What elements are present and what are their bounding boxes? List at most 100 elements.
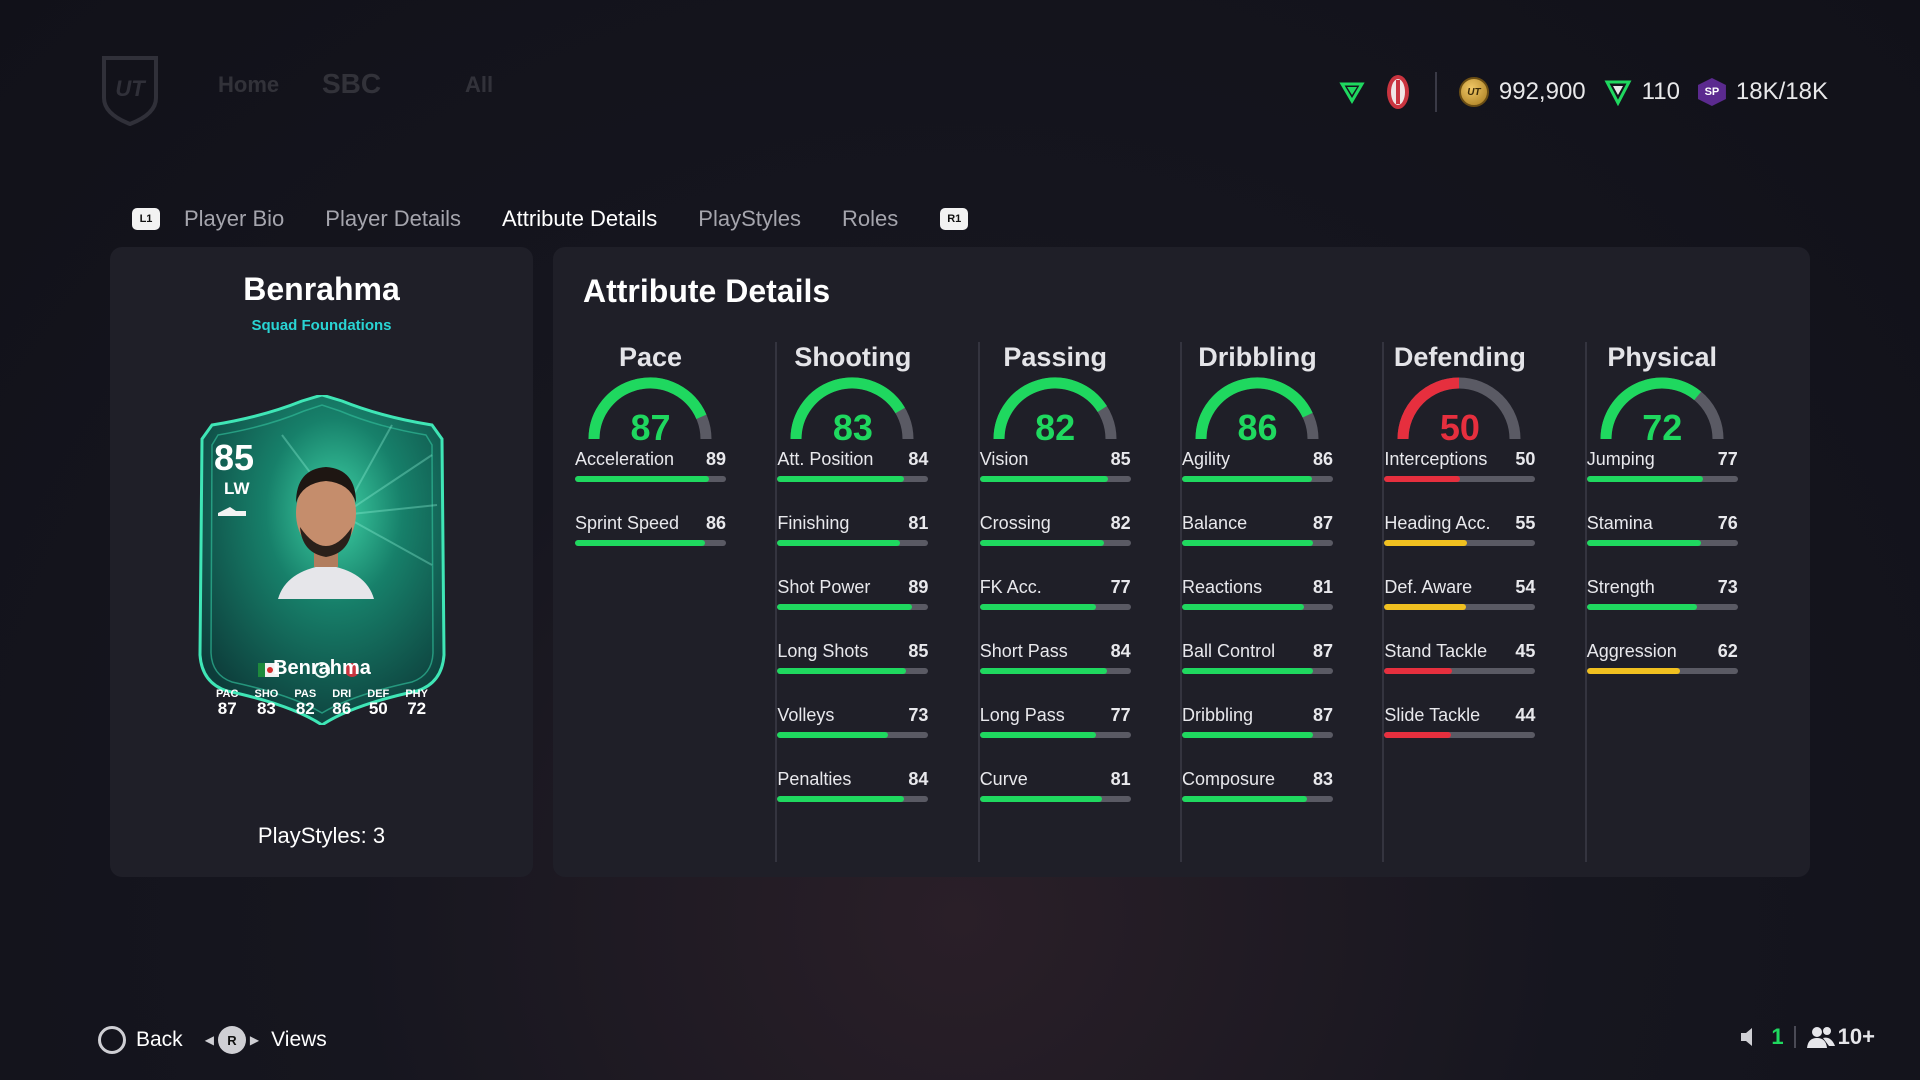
attribute-bar <box>777 732 929 738</box>
attribute-columns: Pace 87 Acceleration 89 Sprint Speed 86 S… <box>575 342 1789 862</box>
nav-home[interactable]: Home <box>218 72 280 97</box>
circle-button-icon <box>98 1026 126 1054</box>
boot-icon <box>218 507 246 516</box>
card-stat-sho: SHO 83 <box>254 688 278 718</box>
back-label[interactable]: Back <box>136 1028 183 1051</box>
nav-all[interactable]: All <box>465 72 494 97</box>
card-stat-value: 86 <box>332 699 352 718</box>
speaker-icon <box>1741 1028 1753 1046</box>
category-value: 50 <box>1439 407 1480 448</box>
attribute-bar <box>777 540 929 546</box>
attribute-bar <box>1384 668 1536 674</box>
attribute-bar-fill <box>1586 540 1702 546</box>
attribute-details-panel: Attribute Details Pace 87 Acceleration 89… <box>553 247 1810 877</box>
attribute-row: Aggression 62 <box>1586 641 1738 705</box>
category-title: Defending <box>1393 342 1526 372</box>
tab-player-details[interactable]: Player Details <box>325 206 461 231</box>
attribute-row: Dribbling 87 <box>1182 705 1334 769</box>
social-status: 1 10+ <box>1737 1024 1875 1050</box>
attribute-row: Jumping 77 <box>1586 449 1738 513</box>
tab-player-bio[interactable]: Player Bio <box>184 206 285 231</box>
attribute-column-inner: Physical 72 Jumping 77 Stamina 76 Strengt… <box>1586 342 1767 705</box>
attribute-value: 50 <box>1515 449 1536 469</box>
attribute-name: Volleys <box>777 705 835 725</box>
attribute-value: 82 <box>1110 513 1131 533</box>
attribute-bar <box>1182 796 1334 802</box>
sp-icon: SP <box>1697 78 1726 106</box>
attribute-value: 86 <box>705 513 726 533</box>
attribute-bar <box>979 732 1131 738</box>
category-gauge: 72 <box>1587 373 1738 449</box>
attribute-value: 87 <box>1313 641 1334 661</box>
player-portrait <box>278 467 374 599</box>
attribute-bar <box>979 476 1131 482</box>
attribute-bar-fill <box>1182 604 1305 610</box>
attribute-name: Crossing <box>979 513 1051 533</box>
gauge-fill <box>993 377 1107 440</box>
attribute-column-passing: Passing 82 Vision 85 Crossing 82 FK Acc. … <box>979 342 1183 862</box>
player-card[interactable]: 85 LW Benrahma PAC 87 SHO 83 PAS 82 DRI 86 D… <box>192 395 452 725</box>
attribute-bar <box>575 540 726 546</box>
attribute-name: Ball Control <box>1182 641 1276 661</box>
coins-value: 992,900 <box>1498 78 1586 105</box>
attribute-row: Long Shots 85 <box>777 641 929 705</box>
r1-button-icon[interactable]: R1 <box>940 208 969 230</box>
card-stat-label: SHO <box>254 688 279 700</box>
gauge-arc <box>790 377 914 440</box>
attribute-name: Long Pass <box>979 705 1065 725</box>
attribute-bar-fill <box>979 604 1096 610</box>
nav-sbc[interactable]: SBC <box>322 68 382 99</box>
attribute-row: Short Pass 84 <box>979 641 1131 705</box>
tab-attribute-details[interactable]: Attribute Details <box>502 206 658 231</box>
attribute-row: Def. Aware 54 <box>1384 577 1536 641</box>
attribute-value: 83 <box>1313 769 1334 789</box>
r-stick-icon: R <box>217 1026 246 1054</box>
attribute-bar-fill <box>1384 732 1451 738</box>
gauge-fill <box>1397 377 1460 440</box>
playstyles-count: PlayStyles: 3 <box>257 823 386 848</box>
attribute-value: 84 <box>1110 641 1131 661</box>
attribute-value: 77 <box>1717 449 1738 469</box>
attribute-bar <box>1384 604 1536 610</box>
attribute-bar-fill <box>1586 668 1681 674</box>
gauge-arc <box>1600 377 1724 440</box>
attribute-name: Agility <box>1182 449 1231 469</box>
attribute-bar-fill <box>575 540 705 546</box>
attribute-bar-fill <box>777 796 905 802</box>
attribute-bar-fill <box>1182 796 1308 802</box>
category-gauge: 83 <box>777 373 928 449</box>
attribute-value: 87 <box>1313 513 1334 533</box>
attribute-row: Shot Power 89 <box>777 577 929 641</box>
sp-value: 18K/18K <box>1735 78 1828 105</box>
attribute-bar-fill <box>1384 668 1453 674</box>
attribute-name: Finishing <box>777 513 850 533</box>
category-title: Pace <box>618 342 683 372</box>
online-count: 1 <box>1771 1024 1784 1049</box>
attribute-name: Jumping <box>1586 449 1655 469</box>
views-label[interactable]: Views <box>271 1028 327 1051</box>
tab-playstyles[interactable]: PlayStyles <box>698 206 802 231</box>
attribute-row: Vision 85 <box>979 449 1131 513</box>
attribute-value: 73 <box>908 705 929 725</box>
attribute-column-inner: Dribbling 86 Agility 86 Balance 87 Reacti… <box>1182 342 1362 833</box>
attribute-row: Volleys 73 <box>777 705 929 769</box>
l1-button-icon[interactable]: L1 <box>132 208 160 230</box>
attribute-bar <box>979 796 1131 802</box>
attribute-value: 85 <box>908 641 929 661</box>
attribute-bar-fill <box>1182 668 1314 674</box>
attribute-bar-fill <box>777 540 900 546</box>
card-stat-value: 72 <box>407 699 427 718</box>
attribute-row: Crossing 82 <box>979 513 1131 577</box>
tab-roles[interactable]: Roles <box>842 206 899 231</box>
attribute-column-pace: Pace 87 Acceleration 89 Sprint Speed 86 <box>575 342 778 862</box>
attribute-value: 85 <box>1110 449 1131 469</box>
attribute-bar-fill <box>1182 540 1314 546</box>
attribute-bar-fill <box>1182 476 1312 482</box>
attribute-row: Heading Acc. 55 <box>1384 513 1536 577</box>
attribute-name: Slide Tackle <box>1384 705 1481 725</box>
hud-divider <box>1434 72 1437 112</box>
attribute-name: Composure <box>1182 769 1276 789</box>
attribute-name: Def. Aware <box>1384 577 1473 597</box>
attribute-column-physical: Physical 72 Jumping 77 Stamina 76 Strengt… <box>1586 342 1789 862</box>
category-value: 87 <box>630 407 671 448</box>
